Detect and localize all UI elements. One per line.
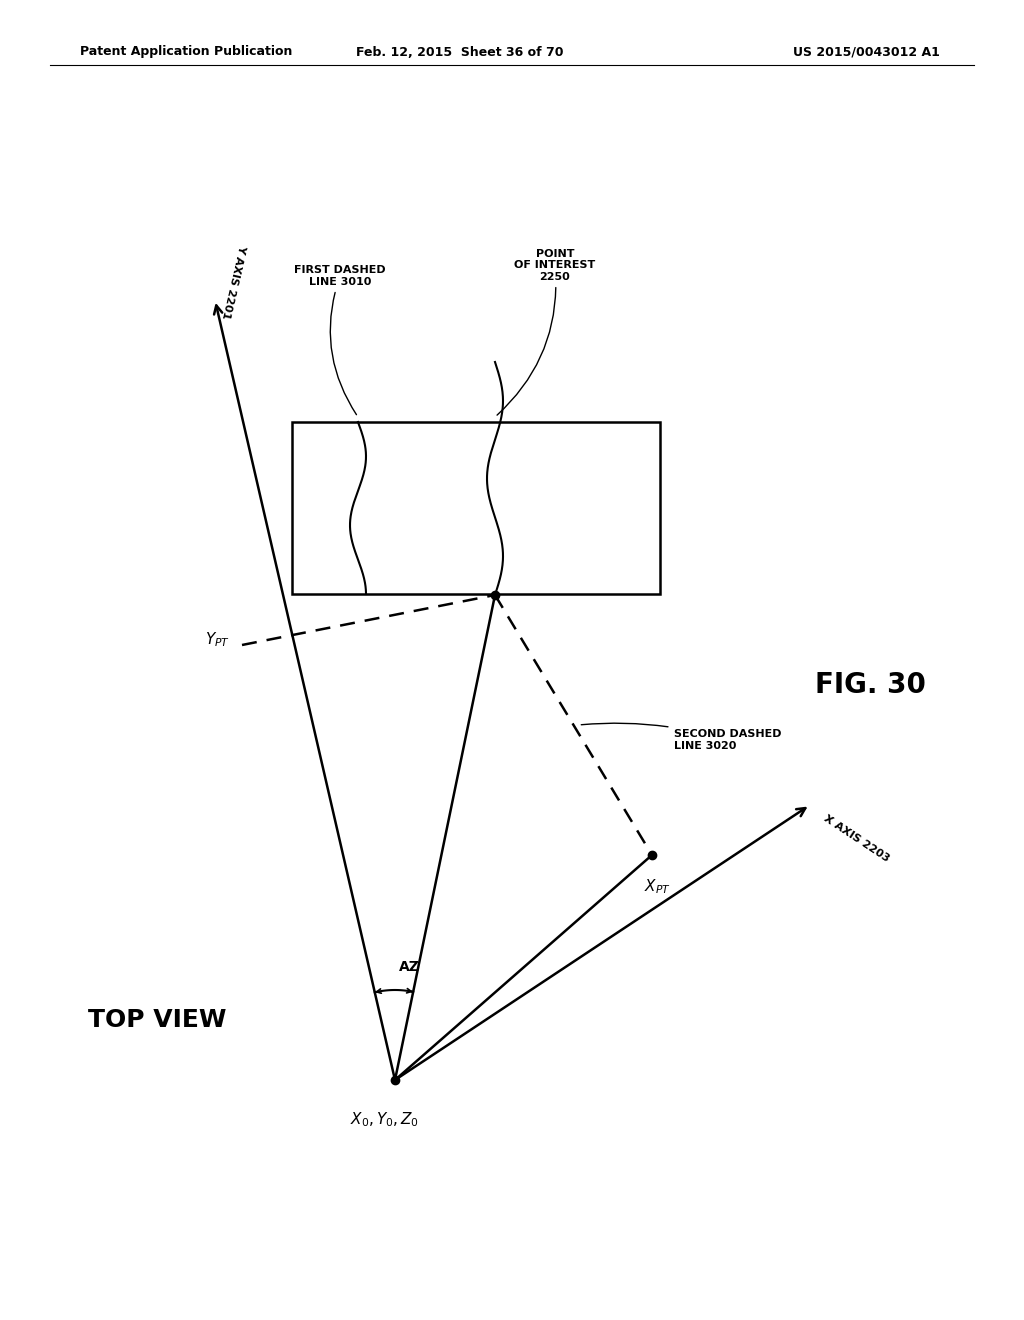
Bar bbox=[292, 422, 660, 594]
Text: TOP VIEW: TOP VIEW bbox=[88, 1008, 226, 1032]
Text: Y AXIS 2201: Y AXIS 2201 bbox=[220, 244, 247, 319]
Text: POINT
OF INTEREST
2250: POINT OF INTEREST 2250 bbox=[497, 248, 596, 414]
Text: $Y_{PT}$: $Y_{PT}$ bbox=[205, 631, 230, 649]
Text: X AXIS 2203: X AXIS 2203 bbox=[822, 813, 891, 863]
Text: FIRST DASHED
LINE 3010: FIRST DASHED LINE 3010 bbox=[294, 265, 386, 414]
Text: US 2015/0043012 A1: US 2015/0043012 A1 bbox=[794, 45, 940, 58]
Text: FIG. 30: FIG. 30 bbox=[814, 671, 926, 700]
Text: Patent Application Publication: Patent Application Publication bbox=[80, 45, 293, 58]
Text: $X_{PT}$: $X_{PT}$ bbox=[644, 876, 671, 896]
Text: $X_0, Y_0, Z_0$: $X_0, Y_0, Z_0$ bbox=[350, 1110, 420, 1129]
Text: Feb. 12, 2015  Sheet 36 of 70: Feb. 12, 2015 Sheet 36 of 70 bbox=[356, 45, 564, 58]
Text: SECOND DASHED
LINE 3020: SECOND DASHED LINE 3020 bbox=[582, 723, 781, 751]
Text: AZ: AZ bbox=[398, 960, 420, 974]
